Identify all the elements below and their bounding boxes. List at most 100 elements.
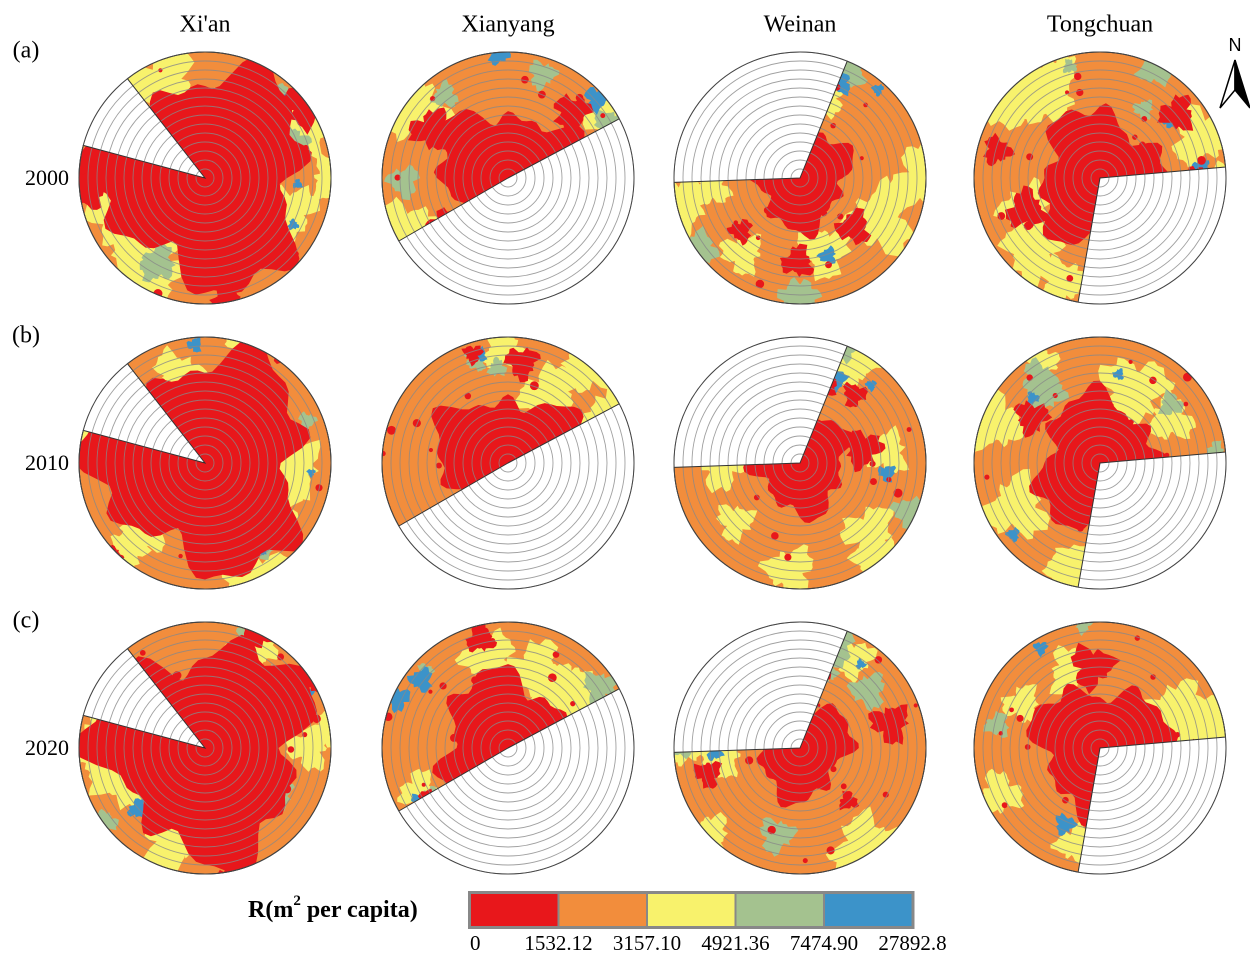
row-year: 2010	[25, 450, 69, 475]
legend: R(m2 per capita) 0 1532.12 3157.10 4921.36 74…	[248, 891, 947, 955]
class-dot	[1009, 707, 1014, 712]
column-title: Tongchuan	[1047, 12, 1153, 38]
row-label: (a)	[13, 38, 40, 64]
row-year: 2020	[25, 735, 69, 760]
map	[974, 49, 1250, 310]
legend-break: 27892.8	[878, 931, 946, 955]
map	[382, 622, 634, 893]
class-dot	[496, 125, 501, 130]
class-area	[312, 153, 358, 202]
class-area	[559, 334, 619, 394]
class-dot	[600, 113, 605, 118]
class-dot	[155, 210, 161, 216]
class-dot	[1027, 374, 1033, 380]
legend-swatch	[825, 894, 912, 926]
map-surface	[66, 46, 359, 340]
legend-break: 7474.90	[790, 931, 858, 955]
class-dot	[228, 551, 232, 555]
class-dot	[1017, 715, 1024, 722]
map	[63, 606, 348, 897]
legend-break: 0	[470, 931, 481, 955]
class-dot	[450, 734, 458, 742]
class-area	[206, 315, 230, 339]
class-dot	[1077, 525, 1084, 532]
class-dot	[734, 220, 738, 224]
map	[968, 337, 1243, 621]
class-dot	[907, 427, 912, 432]
legend-title-part: R(m	[248, 897, 293, 923]
class-dot	[803, 858, 808, 863]
class-dot	[428, 690, 432, 694]
class-dot	[178, 554, 182, 558]
legend-title-part: 2	[293, 893, 301, 909]
arrow-right	[1235, 60, 1250, 108]
class-dot	[984, 475, 989, 480]
class-dot	[436, 463, 442, 469]
column-title: Weinan	[764, 12, 837, 38]
class-dot	[1074, 73, 1081, 80]
class-dot	[914, 703, 918, 707]
class-dot	[1064, 126, 1069, 131]
class-dot	[821, 210, 827, 216]
class-dot	[1024, 222, 1032, 230]
class-dot	[191, 101, 196, 106]
class-dot	[211, 500, 217, 506]
class-dot	[312, 715, 320, 723]
legend-title: R(m2 per capita)	[248, 893, 418, 922]
class-dot	[243, 463, 250, 470]
class-dot	[259, 729, 265, 735]
class-dot	[140, 650, 146, 656]
class-dot	[875, 656, 882, 663]
class-dot	[255, 404, 261, 410]
class-area	[684, 812, 728, 860]
class-dot	[771, 532, 779, 540]
map-surface	[46, 329, 373, 623]
column-title: Xi'an	[180, 12, 231, 38]
legend-title-part: per capita)	[301, 897, 418, 923]
arrow-left	[1220, 60, 1235, 108]
class-dot	[429, 448, 433, 452]
class-dot	[841, 783, 847, 789]
class-dot	[1184, 402, 1189, 407]
class-dot	[807, 508, 813, 514]
legend-swatch	[471, 894, 558, 926]
row-year: 2000	[25, 165, 69, 190]
class-dot	[270, 694, 278, 702]
class-dot	[784, 554, 791, 561]
figure: N Xi'an Xianyang Weinan Tongchuan (a) 2000 (b)…	[0, 0, 1250, 958]
class-dot	[288, 746, 294, 752]
class-dot	[1048, 467, 1053, 472]
legend-break: 3157.10	[613, 931, 681, 955]
row-label: (b)	[12, 323, 40, 349]
class-dot	[413, 419, 421, 427]
class-dot	[191, 392, 199, 400]
column-title: Xianyang	[461, 12, 554, 38]
class-dot	[232, 266, 237, 271]
map	[659, 598, 927, 880]
class-dot	[119, 474, 126, 481]
class-dot	[1129, 360, 1133, 364]
class-dot	[223, 700, 229, 706]
class-dot	[830, 766, 836, 772]
class-dot	[285, 97, 294, 106]
map	[372, 42, 650, 335]
class-dot	[158, 741, 164, 747]
legend-swatch	[648, 894, 735, 926]
map	[46, 329, 373, 623]
class-area	[853, 826, 902, 873]
class-area	[328, 409, 373, 452]
class-dot	[381, 451, 386, 456]
class-dot	[798, 794, 806, 802]
legend-break: 4921.36	[701, 931, 769, 955]
map	[674, 317, 926, 602]
map	[645, 52, 964, 319]
north-arrow: N	[1220, 35, 1250, 108]
legend-swatch	[560, 894, 647, 926]
class-dot	[1183, 373, 1192, 382]
map	[381, 323, 648, 598]
class-dot	[745, 756, 753, 764]
legend-break: 1532.12	[524, 931, 592, 955]
class-dot	[870, 478, 877, 485]
map	[974, 616, 1250, 874]
class-dot	[510, 681, 518, 689]
